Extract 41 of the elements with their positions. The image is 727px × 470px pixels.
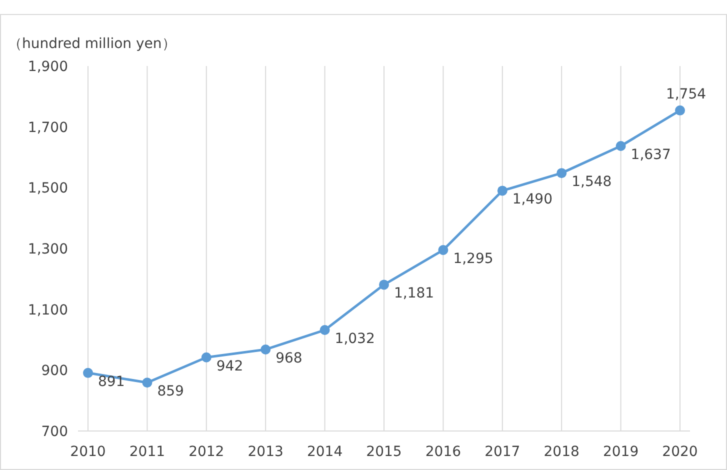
data-label: 1,490 xyxy=(512,192,552,208)
x-tick-label: 2019 xyxy=(602,444,639,460)
x-tick-label: 2012 xyxy=(188,444,224,460)
x-tick-label: 2017 xyxy=(484,444,520,460)
point xyxy=(675,105,685,116)
y-tick-label: 1,700 xyxy=(28,120,68,136)
point xyxy=(556,168,567,178)
point xyxy=(497,186,508,196)
y-axis-title: （hundred million yen） xyxy=(8,36,176,52)
y-tick-label: 1,500 xyxy=(28,180,68,197)
data-label: 1,181 xyxy=(394,286,434,302)
point xyxy=(438,245,448,256)
data-label: 1,032 xyxy=(334,331,375,348)
point xyxy=(260,344,271,354)
point xyxy=(83,368,93,378)
point xyxy=(142,378,152,388)
point xyxy=(616,140,626,151)
y-tick-label: 1,900 xyxy=(28,59,68,75)
data-label: 968 xyxy=(276,350,302,366)
x-tick-label: 2011 xyxy=(129,444,166,460)
data-label: 1,295 xyxy=(453,251,494,268)
x-tick-label: 2016 xyxy=(425,444,462,460)
x-tick-label: 2013 xyxy=(248,444,284,460)
y-tick-label: 900 xyxy=(41,363,68,380)
data-label: 859 xyxy=(157,384,184,400)
y-tick-label: 1,300 xyxy=(28,242,68,258)
point xyxy=(379,280,389,290)
data-label: 1,548 xyxy=(572,174,612,190)
point xyxy=(320,325,330,336)
x-tick-label: 2020 xyxy=(662,444,698,460)
x-tick-label: 2010 xyxy=(70,444,106,460)
x-tick-label: 2018 xyxy=(544,444,580,460)
x-tick-label: 2015 xyxy=(366,444,402,460)
x-tick-label: 2014 xyxy=(306,444,343,460)
y-tick-label: 1,100 xyxy=(28,302,68,318)
data-label: 942 xyxy=(216,358,244,374)
data-label: 891 xyxy=(98,374,125,390)
data-label: 1,754 xyxy=(666,86,706,102)
y-tick-label: 700 xyxy=(41,424,68,440)
point xyxy=(201,352,212,362)
data-label: 1,637 xyxy=(630,146,671,163)
